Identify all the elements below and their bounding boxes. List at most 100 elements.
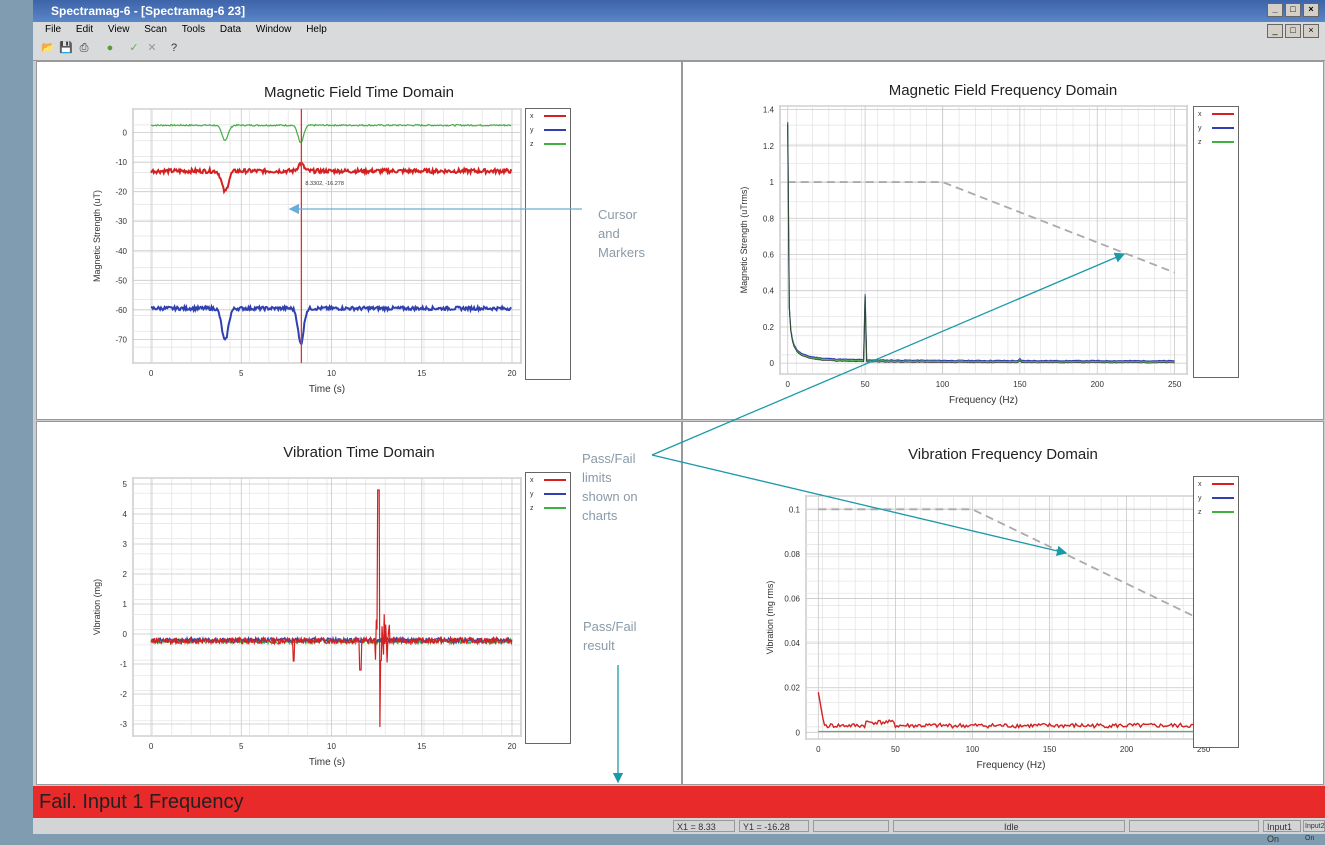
annotation-limits-line2: limits xyxy=(582,470,612,485)
x-tick-label: 0 xyxy=(816,745,821,754)
x-tick-label: 5 xyxy=(239,369,244,378)
menu-data[interactable]: Data xyxy=(219,24,242,35)
y-tick-label: 0.08 xyxy=(784,550,800,559)
y-tick-label: 0.8 xyxy=(763,214,775,223)
fail-banner-text: Fail. Input 1 Frequency xyxy=(39,791,244,813)
child-minimize-button[interactable]: _ xyxy=(1267,24,1283,38)
annotation-passfail-result: Pass/Fail result xyxy=(583,617,636,655)
y-tick-label: 3 xyxy=(123,540,128,549)
open-icon[interactable]: 📂 xyxy=(41,42,55,54)
legend-x: x xyxy=(530,476,534,484)
x-tick-label: 250 xyxy=(1168,380,1182,389)
series-y-line xyxy=(150,303,512,345)
x-tick-label: 10 xyxy=(327,742,336,751)
x-tick-label: 20 xyxy=(508,742,517,751)
save-icon[interactable]: 💾 xyxy=(59,42,73,54)
status-y1: Y1 = -16.28 xyxy=(739,820,809,832)
y-axis-label: Magnetic Strength (uTrms) xyxy=(739,187,749,294)
annotation-cursor: Cursor and Markers xyxy=(598,205,645,262)
y-tick-label: 0 xyxy=(123,129,128,138)
x-tick-label: 250 xyxy=(1197,745,1211,754)
annotation-limits-line4: charts xyxy=(582,508,618,523)
fail-banner: Fail. Input 1 Frequency xyxy=(33,786,1325,818)
x-tick-label: 0 xyxy=(149,369,154,378)
y-tick-label: 0 xyxy=(770,359,775,368)
legend-x: x xyxy=(1198,480,1202,488)
series-x-line xyxy=(817,692,1205,730)
x-axis-label: Time (s) xyxy=(309,384,345,395)
annotation-result-line2: result xyxy=(583,638,615,653)
child-maximize-button[interactable]: □ xyxy=(1285,24,1301,38)
y-axis-label: Magnetic Strength (uT) xyxy=(92,190,102,282)
y-tick-label: 0.06 xyxy=(784,595,800,604)
annotation-passfail-limits: Pass/Fail limits shown on charts xyxy=(582,449,638,525)
minimize-button[interactable]: _ xyxy=(1267,3,1283,17)
vib-freq-panel: Vibration Frequency Domain 0 50 100 150 200 2… xyxy=(682,421,1324,785)
menu-file[interactable]: File xyxy=(45,24,62,35)
y-tick-label: -40 xyxy=(115,247,127,256)
mag-freq-legend: x y z xyxy=(1193,106,1239,378)
y-tick-label: 5 xyxy=(123,480,128,489)
maximize-button[interactable]: □ xyxy=(1285,3,1301,17)
y-tick-label: 1.2 xyxy=(763,142,775,151)
y-tick-label: 1 xyxy=(770,178,775,187)
annotation-cursor-line3: Markers xyxy=(598,245,645,260)
menu-window[interactable]: Window xyxy=(255,24,292,35)
legend-y: y xyxy=(1198,124,1202,132)
toolbar: 📂 💾 ⎙ ● ✓ ✕ ? xyxy=(33,38,1325,61)
y-tick-label: 0 xyxy=(796,728,801,737)
annotation-cursor-line2: and xyxy=(598,226,620,241)
x-axis-label: Frequency (Hz) xyxy=(977,760,1046,771)
mag-freq-panel: Magnetic Field Frequency Domain 0 50 100 15… xyxy=(682,61,1324,420)
y-tick-label: -70 xyxy=(115,335,127,344)
child-window-controls: _ □ × xyxy=(1267,24,1319,38)
legend-z: z xyxy=(1198,138,1202,146)
menu-tools[interactable]: Tools xyxy=(181,24,206,35)
menu-edit[interactable]: Edit xyxy=(75,24,94,35)
y-tick-label: -10 xyxy=(115,158,127,167)
y-axis-label: Vibration (mg rms) xyxy=(765,581,775,655)
close-button[interactable]: × xyxy=(1303,3,1319,17)
menu-view[interactable]: View xyxy=(107,24,130,35)
vib-time-title: Vibration Time Domain xyxy=(283,444,435,461)
y-tick-label: 1.4 xyxy=(763,106,775,115)
y-tick-label: 4 xyxy=(123,510,128,519)
y-tick-label: 0.4 xyxy=(763,287,775,296)
x-tick-label: 0 xyxy=(786,380,791,389)
x-tick-label: 50 xyxy=(861,380,870,389)
y-tick-label: 1 xyxy=(123,600,128,609)
legend-z: z xyxy=(530,504,534,512)
x-tick-label: 5 xyxy=(239,742,244,751)
help-icon[interactable]: ? xyxy=(170,42,178,54)
mag-time-panel: Magnetic Field Time Domain 0 5 10 15 20 0 -10 -… xyxy=(36,61,682,420)
print-icon[interactable]: ⎙ xyxy=(79,42,89,54)
x-tick-label: 10 xyxy=(327,369,336,378)
mag-time-title: Magnetic Field Time Domain xyxy=(263,84,455,101)
window-controls: _ □ × xyxy=(1267,3,1319,17)
x-tick-label: 200 xyxy=(1120,745,1134,754)
y-tick-label: 0.6 xyxy=(763,250,775,259)
annotation-result-line1: Pass/Fail xyxy=(583,619,637,634)
y-tick-label: 0.2 xyxy=(763,323,775,332)
legend-z: z xyxy=(530,140,534,148)
menu-help[interactable]: Help xyxy=(306,24,327,35)
legend-x: x xyxy=(1198,110,1202,118)
passfail-limit-line xyxy=(818,508,1205,622)
y-tick-label: -1 xyxy=(120,660,128,669)
vib-time-panel: Vibration Time Domain 0 5 10 15 20 5 4 3 2 1 0 -1 -2… xyxy=(36,421,682,785)
menu-scan[interactable]: Scan xyxy=(144,24,167,35)
title-bar: Spectramag-6 - [Spectramag-6 23] _ □ × xyxy=(33,0,1325,22)
vib-freq-legend: x y z xyxy=(1193,476,1239,748)
status-x1: X1 = 8.33 xyxy=(673,820,735,832)
x-tick-label: 100 xyxy=(966,745,980,754)
y-axis-label: Vibration (mg) xyxy=(92,579,102,635)
x-tick-label: 15 xyxy=(417,742,426,751)
record-icon[interactable]: ● xyxy=(106,42,114,54)
y-tick-label: -60 xyxy=(115,306,127,315)
check-icon[interactable]: ✓ xyxy=(129,42,139,54)
child-close-button[interactable]: × xyxy=(1303,24,1319,38)
cancel-icon[interactable]: ✕ xyxy=(147,42,157,54)
x-tick-label: 20 xyxy=(508,369,517,378)
